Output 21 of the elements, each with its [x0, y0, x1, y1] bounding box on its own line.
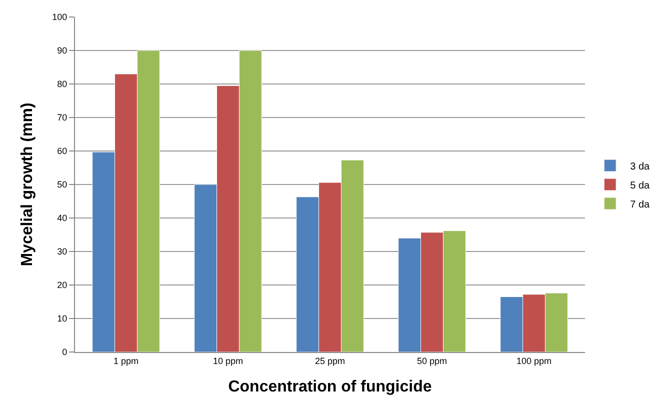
legend-label: 5 da: [630, 180, 650, 192]
x-tick-label: 100 ppm: [516, 356, 552, 366]
x-tick-label: 1 ppm: [113, 356, 139, 366]
y-tick-label: 0: [62, 347, 68, 358]
y-tick-label: 30: [57, 246, 68, 257]
y-tick-label: 90: [57, 46, 68, 56]
y-tick-label: 40: [57, 213, 68, 224]
y-tick-label: 20: [57, 280, 68, 290]
y-tick-label: 80: [57, 79, 68, 90]
x-axis-title: Concentration of fungicide: [228, 378, 432, 396]
x-tick-label: 25 ppm: [314, 356, 346, 366]
legend-label: 7 da: [630, 199, 650, 210]
x-tick-label: 50 ppm: [416, 356, 448, 366]
legend-label: 3 da: [630, 161, 650, 172]
y-tick-label: 70: [57, 112, 68, 123]
y-axis-title: Mycelial growth (mm): [19, 102, 36, 266]
y-tick-label: 50: [57, 180, 68, 190]
y-tick-label: 10: [57, 314, 68, 324]
y-tick-label: 100: [52, 12, 68, 22]
x-tick-label: 10 ppm: [212, 356, 244, 366]
y-tick-label: 60: [57, 146, 68, 156]
